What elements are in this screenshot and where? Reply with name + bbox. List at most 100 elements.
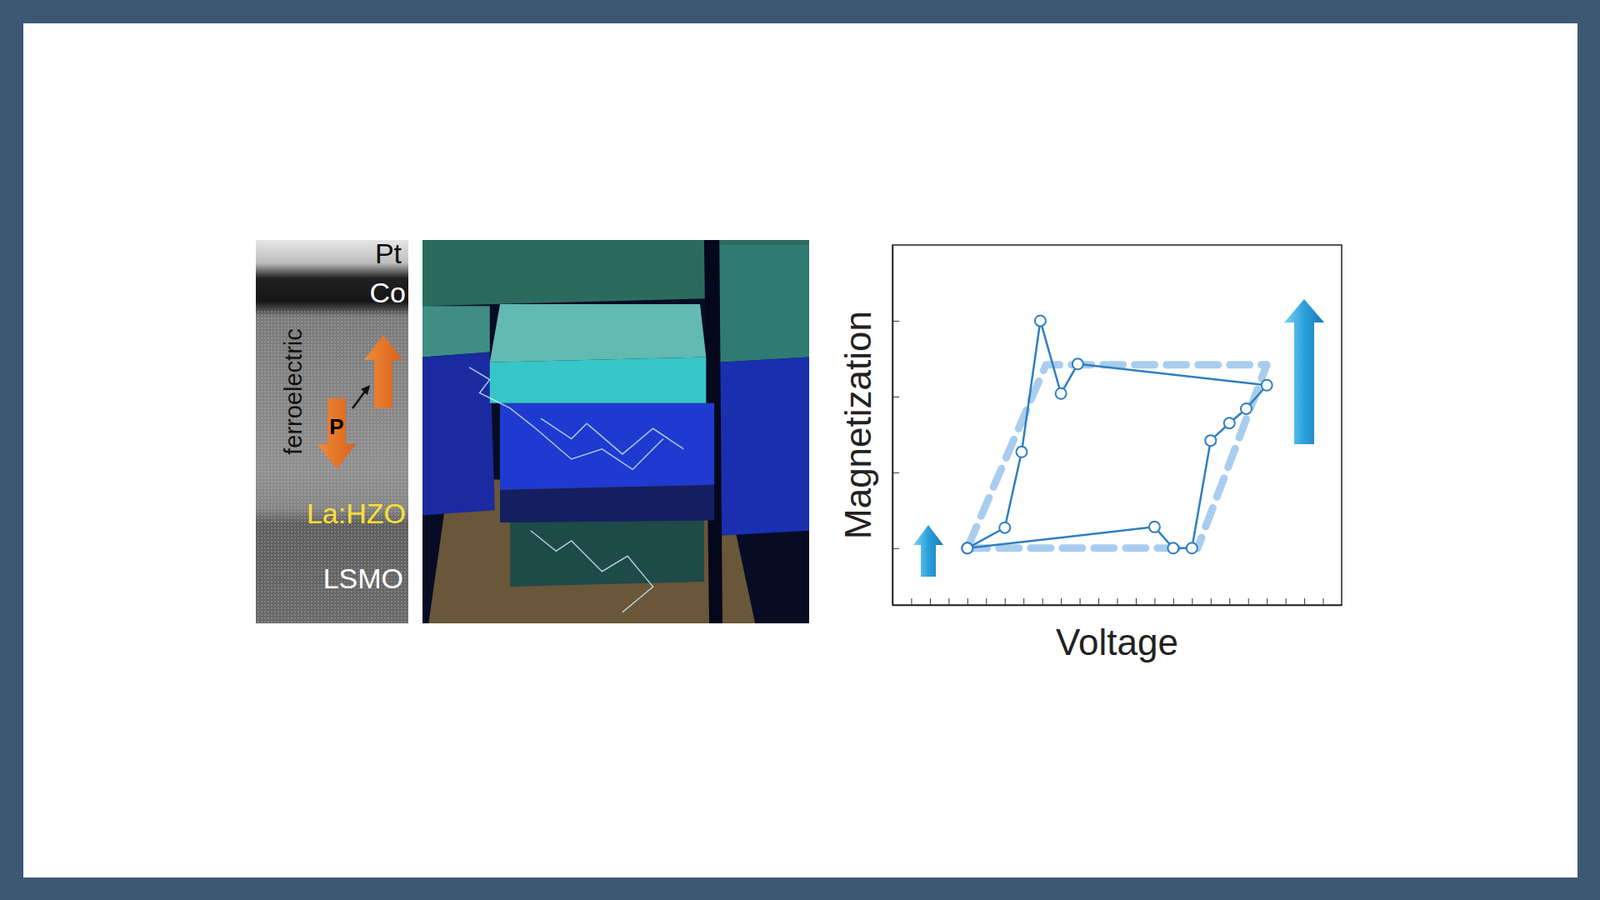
tick-mark bbox=[910, 598, 912, 605]
data-point bbox=[1015, 446, 1027, 458]
tick bbox=[1173, 598, 1175, 605]
x-axis-title: Voltage bbox=[1055, 621, 1179, 663]
y-axis-title: Magnetization bbox=[837, 310, 879, 540]
left-block-top bbox=[422, 305, 490, 357]
tick-mark bbox=[985, 598, 987, 605]
data-point bbox=[1186, 542, 1198, 554]
tick bbox=[1285, 598, 1287, 605]
polarization-label: P bbox=[329, 414, 344, 440]
tick bbox=[1080, 598, 1081, 605]
tick-mark bbox=[1285, 598, 1287, 605]
x-axis bbox=[893, 598, 1343, 606]
data-point bbox=[1055, 388, 1067, 400]
filament bbox=[540, 418, 684, 455]
data-point bbox=[961, 542, 973, 554]
tick bbox=[892, 396, 900, 398]
tick bbox=[1060, 598, 1062, 605]
tick bbox=[892, 548, 900, 550]
tick-mark bbox=[1023, 598, 1025, 605]
filament bbox=[530, 530, 654, 613]
tick bbox=[948, 598, 950, 605]
right-block-top bbox=[714, 245, 810, 363]
cyan-slab-top bbox=[490, 304, 707, 363]
data-point bbox=[1261, 380, 1273, 391]
tick-mark bbox=[1304, 598, 1305, 605]
tick bbox=[892, 472, 900, 474]
tick bbox=[985, 598, 987, 605]
tick bbox=[1117, 598, 1119, 605]
switch-arrow-head bbox=[360, 385, 370, 395]
data-point bbox=[1224, 417, 1235, 429]
tick-mark bbox=[1154, 598, 1155, 605]
tick bbox=[1248, 598, 1250, 605]
tick bbox=[1135, 598, 1137, 605]
tem-panel bbox=[255, 240, 409, 624]
figure: Pt Co La:HZO LSMO ferroelectric P Voltage Magne… bbox=[0, 0, 1600, 900]
tick bbox=[892, 320, 900, 322]
render-panel bbox=[422, 240, 810, 624]
data-point bbox=[1205, 435, 1216, 446]
tick-mark bbox=[1173, 598, 1175, 605]
tick bbox=[1266, 598, 1268, 605]
tick-mark bbox=[930, 598, 931, 605]
bottom-slab bbox=[510, 515, 705, 587]
outer-frame bbox=[0, 0, 1600, 900]
y-axis bbox=[892, 245, 900, 606]
data-point bbox=[961, 542, 973, 554]
data-point bbox=[1149, 521, 1160, 533]
tick bbox=[930, 598, 931, 605]
layer-label: La:HZO bbox=[306, 497, 406, 530]
layer-label: LSMO bbox=[323, 562, 404, 595]
tick bbox=[967, 598, 969, 605]
tick-mark bbox=[1191, 598, 1193, 605]
data-point bbox=[1035, 315, 1046, 326]
tick bbox=[1154, 598, 1155, 605]
right-block bbox=[719, 357, 810, 536]
tick-mark bbox=[1060, 598, 1062, 605]
tick-mark bbox=[892, 320, 900, 322]
blue-block bbox=[500, 403, 715, 490]
layer-label: Pt bbox=[375, 237, 403, 270]
data-point bbox=[999, 522, 1010, 534]
data-point bbox=[1072, 358, 1084, 370]
tick bbox=[1191, 598, 1193, 605]
blue-block-base bbox=[500, 485, 715, 523]
data-point bbox=[1240, 403, 1252, 415]
render-background bbox=[422, 240, 810, 624]
tem-image bbox=[255, 240, 409, 624]
large-moment-arrow bbox=[1284, 299, 1325, 445]
polarization-up-arrow bbox=[364, 335, 403, 409]
canvas bbox=[23, 23, 1578, 878]
tick bbox=[1098, 598, 1100, 605]
tick-mark bbox=[892, 396, 900, 398]
tick-mark bbox=[948, 598, 950, 605]
tick-mark bbox=[1042, 598, 1044, 605]
tick bbox=[1210, 598, 1212, 605]
tick-mark bbox=[1098, 598, 1100, 605]
side-label: ferroelectric bbox=[280, 328, 307, 455]
polarization-down-arrow bbox=[317, 398, 356, 470]
tick bbox=[1304, 598, 1305, 605]
axis-line bbox=[892, 245, 895, 606]
tick bbox=[1229, 598, 1230, 605]
tick-mark bbox=[1266, 598, 1268, 605]
tem-lattice bbox=[255, 310, 409, 624]
tick-mark bbox=[892, 548, 900, 550]
data-point bbox=[1167, 542, 1179, 554]
tick-mark bbox=[1005, 598, 1006, 605]
guide-loop bbox=[967, 365, 1267, 549]
cyan-slab-front bbox=[490, 357, 707, 404]
tick-mark bbox=[967, 598, 969, 605]
tick bbox=[1005, 598, 1006, 605]
data-line bbox=[967, 320, 1267, 549]
plot-frame bbox=[892, 245, 1342, 605]
tick-mark bbox=[1080, 598, 1081, 605]
tick-mark bbox=[1117, 598, 1119, 605]
tick bbox=[910, 598, 912, 605]
tick bbox=[1323, 598, 1325, 605]
layer-label: Co bbox=[370, 276, 406, 309]
filament bbox=[469, 367, 664, 470]
tick-mark bbox=[1323, 598, 1325, 605]
tick bbox=[1023, 598, 1025, 605]
tick bbox=[1042, 598, 1044, 605]
